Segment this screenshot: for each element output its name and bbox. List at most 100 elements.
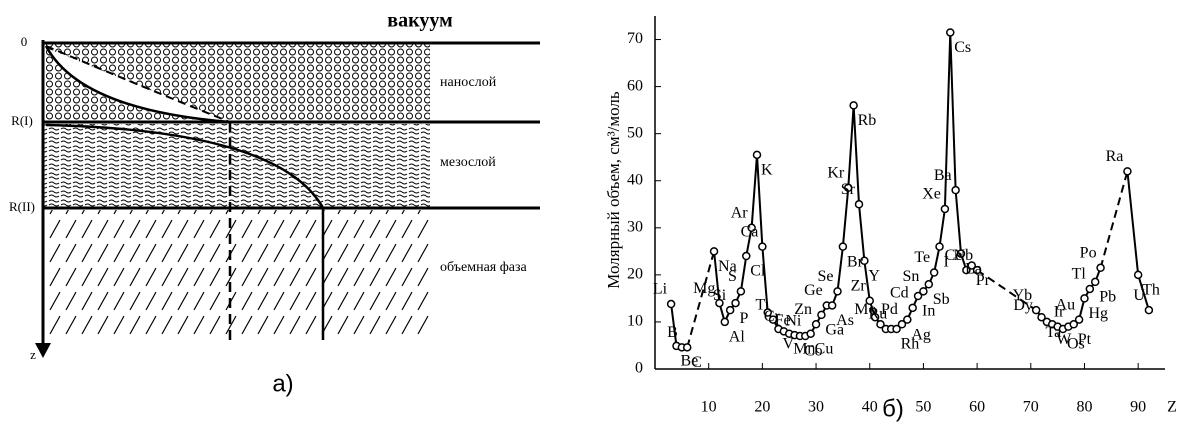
y-tick-label: 70 xyxy=(627,30,643,47)
data-point xyxy=(818,311,825,318)
point-label: C xyxy=(691,354,702,371)
point-label: Y xyxy=(868,267,880,284)
data-point xyxy=(684,344,691,351)
point-label: Pr xyxy=(976,272,991,289)
point-label: Zr xyxy=(851,277,867,294)
page: вакуум 0 R(I) R(II) z нанослой мезослой … xyxy=(0,0,1184,428)
point-label: Al xyxy=(729,329,746,346)
data-point xyxy=(759,243,766,250)
data-point xyxy=(754,151,761,158)
x-tick-label: 30 xyxy=(808,399,824,416)
point-label: S xyxy=(728,268,737,285)
data-point xyxy=(834,288,841,295)
data-point xyxy=(952,187,959,194)
data-point xyxy=(732,300,739,307)
point-label: Kr xyxy=(827,164,845,181)
data-point xyxy=(727,307,734,314)
point-label: Cl xyxy=(750,263,766,280)
y-tick-label: 60 xyxy=(627,77,643,94)
point-label: Po xyxy=(1080,244,1097,261)
data-point xyxy=(1145,307,1152,314)
data-point xyxy=(1081,295,1088,302)
figure: вакуум 0 R(I) R(II) z нанослой мезослой … xyxy=(0,0,1184,428)
point-label: Ca xyxy=(741,223,759,240)
point-label: Rb xyxy=(858,112,877,129)
data-point xyxy=(925,281,932,288)
caption: а) xyxy=(272,370,293,397)
data-point xyxy=(1076,316,1083,323)
data-point xyxy=(920,288,927,295)
point-label: P xyxy=(740,310,749,327)
layer-label: объемная фаза xyxy=(440,260,528,275)
data-point xyxy=(941,205,948,212)
y-tick-label: 10 xyxy=(627,313,643,330)
point-label: Zn xyxy=(794,301,812,318)
z-label: z xyxy=(30,347,36,362)
point-label: Pb xyxy=(1099,289,1116,306)
point-label: Yb xyxy=(1013,287,1033,304)
point-label: Li xyxy=(653,281,668,298)
data-point xyxy=(850,102,857,109)
x-tick-label: 60 xyxy=(969,399,985,416)
data-point xyxy=(721,318,728,325)
data-point xyxy=(909,304,916,311)
x-tick-label: 20 xyxy=(754,399,770,416)
point-label: Se xyxy=(818,268,834,285)
data-point xyxy=(947,29,954,36)
point-label: Pd xyxy=(881,301,898,318)
data-point xyxy=(711,248,718,255)
data-point xyxy=(1124,168,1131,175)
data-point xyxy=(856,201,863,208)
point-label: Nb xyxy=(954,247,974,264)
y-tick-label: 50 xyxy=(627,124,643,141)
point-label: Cs xyxy=(954,39,971,56)
point-label: Br xyxy=(847,253,864,270)
data-point xyxy=(829,302,836,309)
bulk-fill xyxy=(44,210,430,335)
point-label: Hg xyxy=(1088,305,1108,322)
point-label: Xe xyxy=(922,186,941,203)
mesolayer-fill xyxy=(44,124,430,208)
data-point xyxy=(737,288,744,295)
point-label: Au xyxy=(1056,296,1076,313)
data-point xyxy=(807,330,814,337)
point-label: Tl xyxy=(1072,266,1087,283)
x-axis-label: Z xyxy=(1167,399,1177,416)
boundary-label: R(II) xyxy=(9,199,35,214)
data-point xyxy=(668,301,675,308)
layer-label: мезослой xyxy=(440,155,496,170)
y-axis-label: Молярный объем, см³/моль xyxy=(604,91,623,289)
x-tick-label: 10 xyxy=(701,399,717,416)
surface-label: 0 xyxy=(21,34,28,49)
vacuum-label: вакуум xyxy=(387,10,452,32)
x-tick-label: 90 xyxy=(1130,399,1146,416)
x-tick-label: 70 xyxy=(1023,399,1039,416)
point-label: Cd xyxy=(890,284,909,301)
point-label: Sr xyxy=(841,181,856,198)
point-label: Si xyxy=(713,287,727,304)
point-label: Ar xyxy=(731,204,749,221)
x-tick-label: 40 xyxy=(862,399,878,416)
point-label: Te xyxy=(914,249,930,266)
caption: б) xyxy=(882,395,904,422)
data-point xyxy=(1086,285,1093,292)
data-point xyxy=(1092,278,1099,285)
point-label: Pt xyxy=(1078,331,1092,348)
y-tick-label: 20 xyxy=(627,266,643,283)
point-label: K xyxy=(761,162,773,179)
data-point xyxy=(1135,271,1142,278)
data-point xyxy=(1033,307,1040,314)
x-tick-label: 80 xyxy=(1076,399,1092,416)
data-point xyxy=(904,316,911,323)
point-label: Sb xyxy=(933,291,950,308)
boundary-label: R(I) xyxy=(11,113,33,128)
z-arrow xyxy=(35,343,51,358)
chart: Молярный объем, см³/моль Z б) 0102030405… xyxy=(604,16,1177,422)
data-point xyxy=(936,243,943,250)
point-label: Sn xyxy=(903,268,920,285)
point-label: Ba xyxy=(934,167,952,184)
point-label: B xyxy=(667,324,678,341)
gap-line xyxy=(1101,171,1128,267)
point-label: U xyxy=(1133,287,1145,304)
y-tick-label: 30 xyxy=(627,218,643,235)
